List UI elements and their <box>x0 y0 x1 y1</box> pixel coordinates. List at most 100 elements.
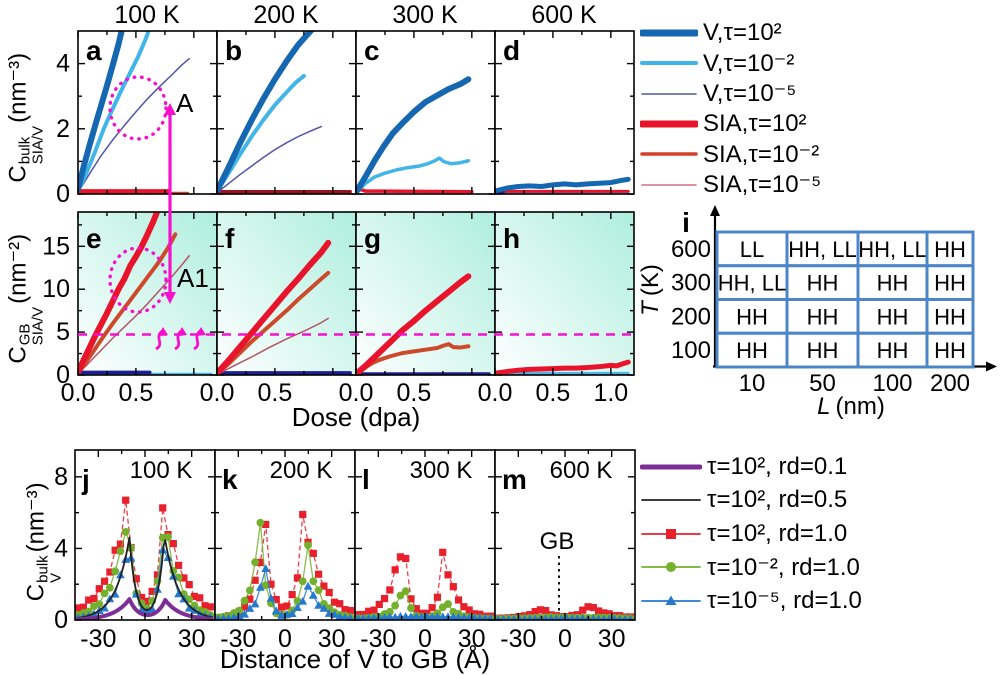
table-row-label: 200 <box>671 303 711 330</box>
table-y-axis-label: T (K) <box>637 264 664 316</box>
legend-marker-circle <box>666 562 676 573</box>
marker-square <box>85 596 93 604</box>
marker-triangle <box>470 613 479 620</box>
series-line <box>217 31 315 194</box>
panel-c-series <box>356 76 474 194</box>
marker-circle <box>298 577 307 586</box>
marker-triangle <box>476 613 484 620</box>
y-tick-label: 10 <box>42 275 70 303</box>
marker-circle <box>261 581 270 590</box>
annotation-label-a1: A1 <box>177 263 209 293</box>
panel-letter-e: e <box>86 223 102 254</box>
arrow-up-head <box>164 103 176 115</box>
marker-square <box>455 596 463 604</box>
marker-triangle <box>314 601 323 609</box>
marker-square <box>542 607 550 615</box>
distance-x-axis-label: Distance of V to GB (Å) <box>219 644 491 674</box>
annotation-dotted-circle-e <box>108 246 168 314</box>
annotation-label-gb: GB <box>540 528 575 555</box>
legend-item: SIA,τ=10² <box>640 109 821 139</box>
marker-circle <box>256 518 265 527</box>
panel-title: 100 K <box>130 457 193 484</box>
marker-circle <box>111 567 120 576</box>
marker-triangle <box>558 614 565 620</box>
table-row-label: 300 <box>671 270 711 297</box>
marker-triangle <box>460 613 468 620</box>
table-x-axis-label: L (nm) <box>817 393 885 420</box>
marker-square <box>277 603 286 611</box>
series-line <box>76 536 214 620</box>
legend-item: τ=10², rd=0.1 <box>640 450 862 484</box>
arrow-down-head <box>164 292 176 304</box>
marker-square <box>407 595 415 603</box>
marker-square <box>100 577 109 585</box>
table-cell-text: HH <box>877 338 909 363</box>
t-unit: (K) <box>637 264 664 296</box>
legend-item: SIA,τ=10⁻² <box>640 139 821 169</box>
marker-square <box>325 588 333 597</box>
marker-square <box>428 604 436 612</box>
y-tick-label: 0 <box>56 361 70 389</box>
marker-square <box>185 580 193 589</box>
x-tick-label: 0.0 <box>478 379 513 407</box>
panel-title: 200 K <box>270 457 333 484</box>
series-line <box>356 76 472 194</box>
series-line <box>217 317 329 375</box>
panel-h-bg <box>495 212 634 375</box>
y-tick-label: 2 <box>56 115 70 143</box>
legend-label: V,τ=10⁻² <box>703 49 795 77</box>
series-line <box>217 125 322 194</box>
marker-square <box>256 558 265 567</box>
marker-circle <box>95 600 104 609</box>
marker-triangle <box>293 603 302 611</box>
panel-letter-h: h <box>503 223 520 254</box>
marker-square <box>153 571 162 579</box>
marker-square <box>444 571 452 579</box>
marker-triangle <box>303 581 313 590</box>
panel-m-bg <box>495 450 635 620</box>
marker-triangle <box>215 614 222 620</box>
series-line <box>217 73 306 194</box>
annotation-label-a: A <box>176 88 194 118</box>
x-tick-label: 30 <box>318 625 346 653</box>
marker-triangle <box>100 603 109 612</box>
series-line <box>78 212 160 375</box>
x-tick-label: -30 <box>500 625 536 653</box>
marker-triangle <box>547 614 555 620</box>
panel-letter-i: i <box>682 207 690 238</box>
legend-item: τ=10⁻⁵, rd=1.0 <box>640 584 862 618</box>
table-cell <box>925 264 975 301</box>
marker-square <box>396 553 405 561</box>
marker-square <box>402 554 410 563</box>
panel-frame <box>494 211 635 376</box>
marker-triangle <box>481 613 489 620</box>
table-cell <box>785 331 860 369</box>
legend-sample <box>641 183 697 186</box>
l-var: L <box>817 393 830 420</box>
marker-square <box>180 574 188 582</box>
legend-item: τ=10², rd=0.5 <box>640 484 862 518</box>
panel-f-series <box>217 239 352 375</box>
legend-item: τ=10⁻², rd=1.0 <box>640 551 862 585</box>
x-tick-label: -30 <box>360 625 396 653</box>
x-tick-label: -30 <box>80 625 116 653</box>
marker-triangle <box>261 564 271 573</box>
legend-label: τ=10², rd=0.1 <box>707 452 848 480</box>
marker-triangle <box>380 613 389 620</box>
marker-triangle <box>385 612 395 620</box>
series-line <box>78 57 190 194</box>
marker-circle <box>235 606 244 615</box>
marker-triangle <box>595 614 602 620</box>
marker-triangle <box>449 612 458 620</box>
series-line <box>356 273 472 375</box>
marker-square <box>111 546 119 554</box>
legend-sample <box>640 29 698 37</box>
table-cell <box>856 331 929 369</box>
panel-letter-d: d <box>503 35 520 66</box>
panel-letter-l: l <box>362 464 370 495</box>
panel-title: 300 K <box>410 457 473 484</box>
x-tick-label: -30 <box>220 625 256 653</box>
table-cell-text: HH, LL <box>788 237 856 262</box>
panel-letter-c: c <box>364 35 380 66</box>
marker-square <box>584 603 592 611</box>
